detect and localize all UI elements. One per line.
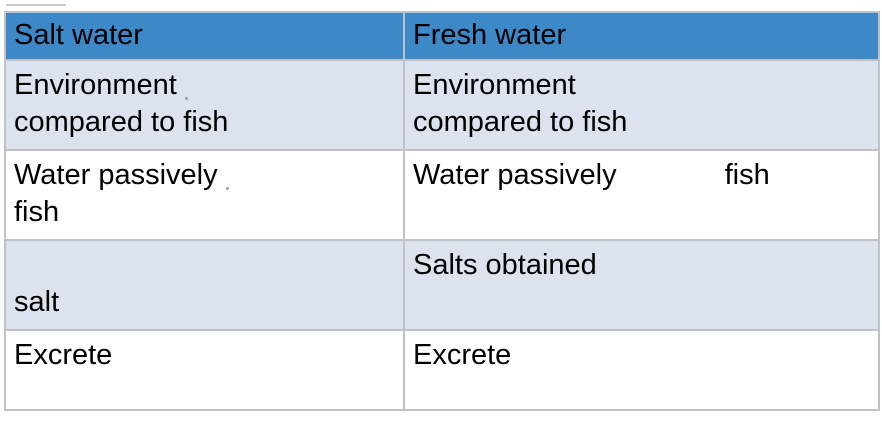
table-row: Environment compared to fish Environment… <box>4 59 880 151</box>
cell-text: salt <box>14 286 60 318</box>
cell-salt-salts: salt <box>4 239 405 331</box>
cell-text: Environment <box>14 69 177 101</box>
table-row: Excrete Excrete <box>4 329 880 411</box>
table-header-row: Salt water Fresh water <box>4 11 880 61</box>
table-row: Water passively fish Water passively fish <box>4 149 880 241</box>
blank-mark <box>225 187 229 190</box>
cell-text: Environment <box>413 69 576 101</box>
header-fresh-water: Fresh water <box>403 11 880 61</box>
cropped-top-strip <box>0 0 882 12</box>
cell-text: fish <box>724 159 770 191</box>
cropped-text-fragment <box>6 0 66 6</box>
cell-text: Water passively <box>413 159 617 191</box>
cell-fresh-excrete: Excrete <box>403 329 880 411</box>
cell-salt-water-movement: Water passively fish <box>4 149 405 241</box>
blank-line <box>14 247 395 284</box>
cell-salt-environment: Environment compared to fish <box>4 59 405 151</box>
table-row: salt Salts obtained <box>4 239 880 331</box>
cell-fresh-environment: Environment compared to fish <box>403 59 880 151</box>
comparison-table: Salt water Fresh water Environment compa… <box>4 11 880 411</box>
blank-mark <box>184 97 188 100</box>
cell-text: Excrete <box>413 339 512 371</box>
cell-text: fish <box>14 196 60 228</box>
cell-fresh-salts: Salts obtained <box>403 239 880 331</box>
cell-text: compared to fish <box>14 106 229 138</box>
header-salt-water: Salt water <box>4 11 405 61</box>
cell-text: Salts obtained <box>413 249 597 281</box>
cell-text: Water passively <box>14 159 218 191</box>
cell-text: compared to fish <box>413 106 628 138</box>
cell-fresh-water-movement: Water passively fish <box>403 149 880 241</box>
cell-salt-excrete: Excrete <box>4 329 405 411</box>
cell-text: Excrete <box>14 339 113 371</box>
